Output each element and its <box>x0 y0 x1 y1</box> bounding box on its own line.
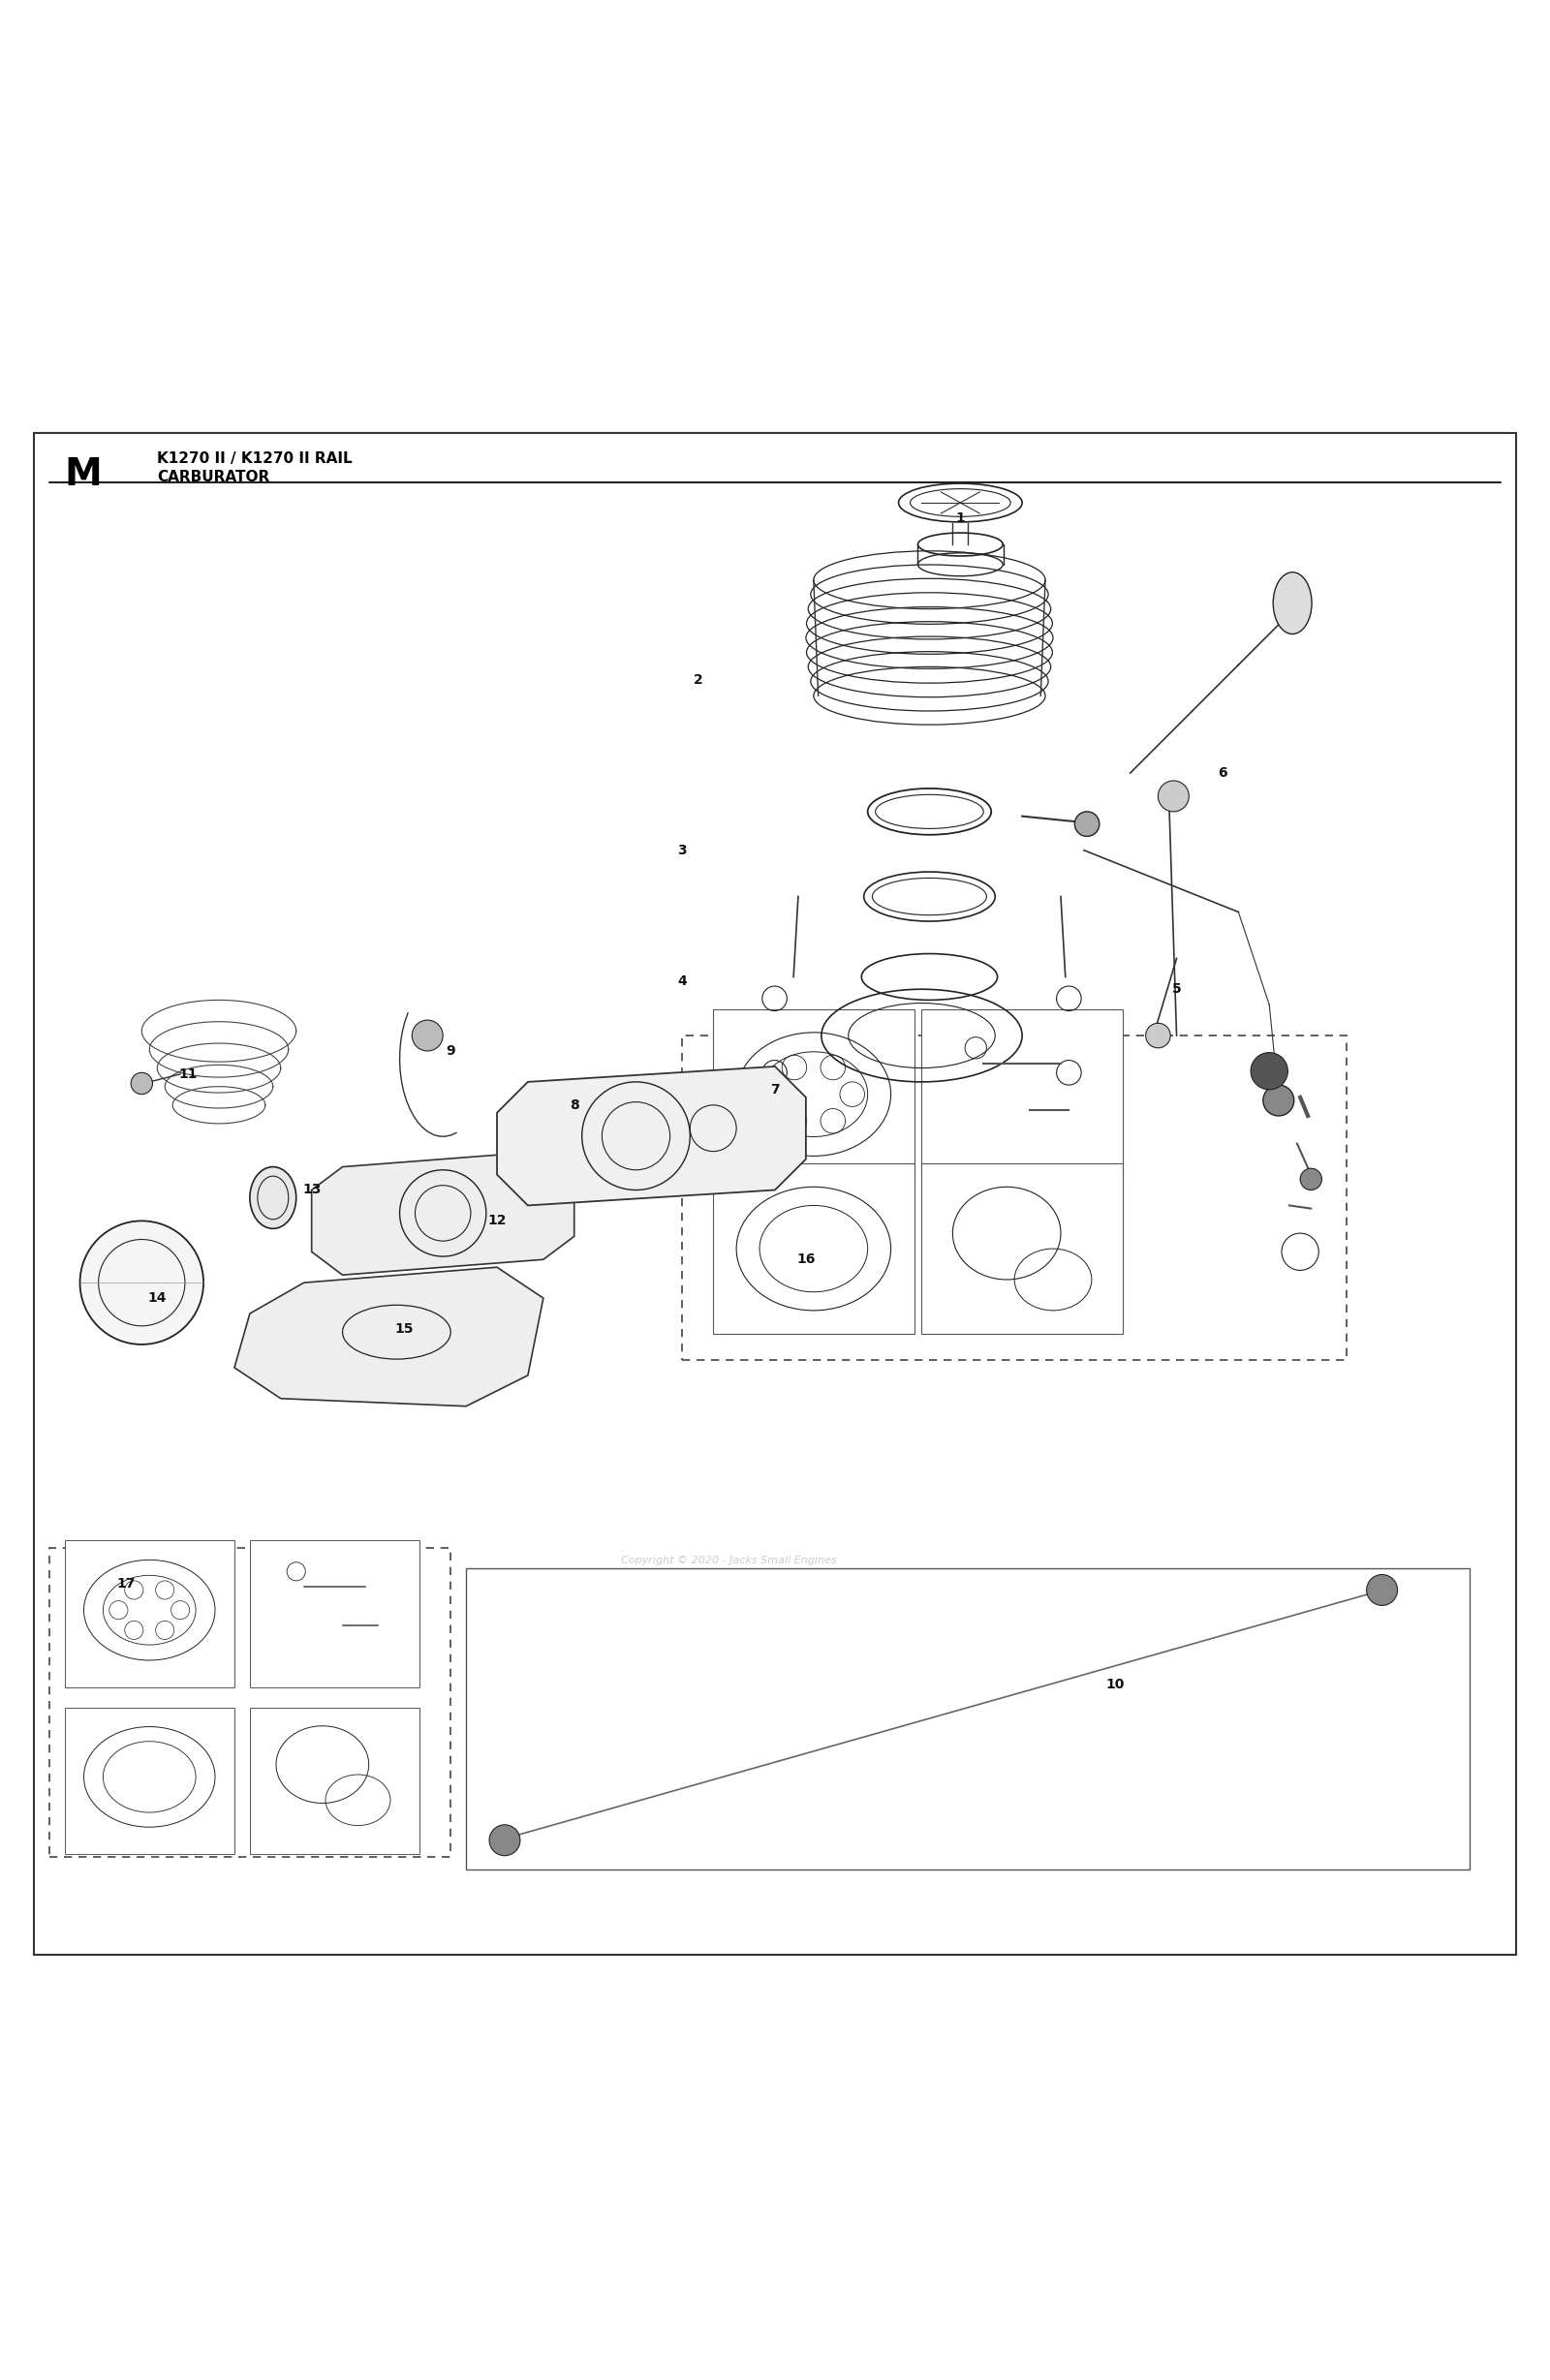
Text: 13: 13 <box>302 1183 321 1197</box>
Text: 8: 8 <box>569 1097 578 1111</box>
Bar <box>713 1009 914 1178</box>
Text: 1: 1 <box>956 512 966 526</box>
Text: CARBURATOR: CARBURATOR <box>157 471 270 486</box>
Bar <box>65 1706 234 1854</box>
Text: 2: 2 <box>693 674 702 688</box>
Circle shape <box>1251 1052 1288 1090</box>
Text: 14: 14 <box>147 1292 166 1304</box>
Circle shape <box>1074 812 1099 835</box>
Text: M: M <box>65 457 102 493</box>
Circle shape <box>81 1221 203 1345</box>
Circle shape <box>1367 1576 1398 1606</box>
Bar <box>922 1164 1122 1333</box>
Polygon shape <box>312 1152 574 1276</box>
Circle shape <box>130 1073 152 1095</box>
Polygon shape <box>234 1266 544 1407</box>
Text: 15: 15 <box>395 1323 414 1335</box>
Bar <box>467 1568 1469 1871</box>
Bar <box>922 1009 1122 1178</box>
Text: 9: 9 <box>446 1045 456 1057</box>
Text: Copyright © 2020 - Jacks Small Engines: Copyright © 2020 - Jacks Small Engines <box>622 1557 837 1566</box>
Bar <box>250 1706 420 1854</box>
Text: 7: 7 <box>770 1083 780 1097</box>
Bar <box>682 1035 1347 1359</box>
Ellipse shape <box>250 1166 296 1228</box>
Circle shape <box>1158 781 1189 812</box>
Circle shape <box>1263 1085 1294 1116</box>
Ellipse shape <box>1273 571 1311 633</box>
Text: 11: 11 <box>178 1066 197 1081</box>
Text: 17: 17 <box>116 1578 136 1590</box>
Text: 4: 4 <box>677 976 687 988</box>
Bar <box>65 1540 234 1687</box>
Text: 5: 5 <box>1172 983 1181 995</box>
Text: 10: 10 <box>1105 1678 1124 1692</box>
Circle shape <box>1145 1023 1170 1047</box>
Bar <box>713 1164 914 1333</box>
Text: 12: 12 <box>488 1214 507 1228</box>
Text: 16: 16 <box>797 1252 815 1266</box>
Circle shape <box>490 1825 521 1856</box>
Text: 6: 6 <box>1218 766 1228 781</box>
Circle shape <box>412 1021 443 1052</box>
Bar <box>250 1540 420 1687</box>
Polygon shape <box>498 1066 806 1204</box>
Bar <box>50 1549 451 1856</box>
Text: K1270 II / K1270 II RAIL: K1270 II / K1270 II RAIL <box>157 452 352 466</box>
Text: 3: 3 <box>677 843 687 857</box>
Circle shape <box>1300 1169 1322 1190</box>
